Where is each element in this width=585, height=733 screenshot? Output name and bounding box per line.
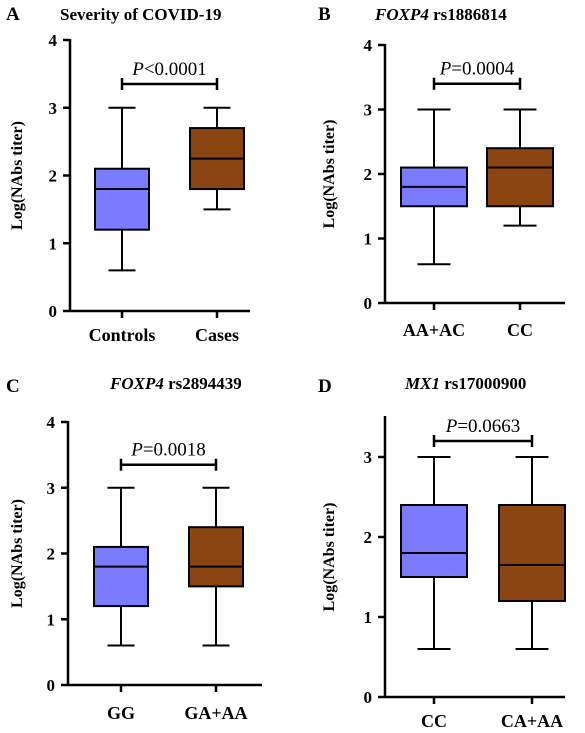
p-symbol: P xyxy=(439,59,452,80)
y-tick-label: 0 xyxy=(47,676,56,695)
y-tick-label: 0 xyxy=(364,688,373,707)
y-axis-title: Log(NAbs titer) xyxy=(321,120,338,229)
x-category-label: Cases xyxy=(195,325,239,345)
box-1 xyxy=(400,504,468,578)
y-tick-label: 1 xyxy=(49,234,58,253)
y-tick-label: 2 xyxy=(49,167,58,186)
y-tick-label: 4 xyxy=(47,413,56,432)
panel-title: FOXP4 rs2894439 xyxy=(109,374,242,393)
y-tick-label: 3 xyxy=(364,448,373,467)
y-tick-label: 1 xyxy=(364,608,373,627)
significance-bracket xyxy=(432,435,534,447)
title-part: FOXP4 xyxy=(109,374,164,393)
box-1 xyxy=(93,545,149,608)
p-value-label: P<0.0001 xyxy=(131,59,207,80)
x-category-label: CC xyxy=(421,711,447,731)
y-axis-title: Log(NAbs titer) xyxy=(321,503,338,612)
panel-c: C FOXP4 rs2894439 Log(NAbs titer) 0 1 2 3 4 GG GA… xyxy=(6,374,262,723)
title-part: FOXP4 xyxy=(374,5,429,24)
box-2 xyxy=(486,147,554,208)
x-category-label: CA+AA xyxy=(501,711,563,731)
panel-letter: D xyxy=(318,376,332,397)
x-category-label: CC xyxy=(507,320,533,340)
x-category-label: AA+AC xyxy=(403,320,465,340)
p-value: =0.0018 xyxy=(143,440,206,461)
y-axis-title: Log(NAbs titer) xyxy=(9,121,26,230)
title-part: Severity of COVID-19 xyxy=(60,5,221,24)
p-symbol: P xyxy=(445,416,458,437)
p-symbol: P xyxy=(131,59,144,80)
panel-b: B FOXP4 rs1886814 Log(NAbs titer) 0 1 2 3 4 AA+A… xyxy=(318,4,565,340)
y-tick-label: 2 xyxy=(364,165,373,184)
y-tick-label: 2 xyxy=(47,545,56,564)
title-part: rs17000900 xyxy=(440,374,526,393)
panel-letter: C xyxy=(6,376,20,397)
y-tick-label: 1 xyxy=(364,230,373,249)
panel-a: A Severity of COVID-19 Log(NAbs titer) 0 1 2 3… xyxy=(6,4,250,345)
y-tick-label: 3 xyxy=(47,479,56,498)
x-category-label: GA+AA xyxy=(184,703,247,723)
box-1 xyxy=(94,167,150,231)
p-value: <0.0001 xyxy=(144,59,207,80)
y-tick-label: 4 xyxy=(49,31,58,50)
title-part: rs2894439 xyxy=(164,374,242,393)
significance-bracket xyxy=(120,78,219,91)
x-category-label: Controls xyxy=(89,325,156,345)
y-tick-label: 3 xyxy=(49,99,58,118)
panel-letter: A xyxy=(6,4,20,25)
y-tick-label: 0 xyxy=(49,302,58,321)
y-tick-label: 2 xyxy=(364,528,373,547)
title-part: rs1886814 xyxy=(429,5,507,24)
title-part: MX1 xyxy=(404,374,440,393)
p-value-label: P=0.0004 xyxy=(439,59,515,80)
y-tick-label: 3 xyxy=(364,101,373,120)
box-2 xyxy=(188,526,244,588)
y-tick-label: 4 xyxy=(364,36,373,55)
x-category-label: GG xyxy=(107,703,135,723)
panel-title: FOXP4 rs1886814 xyxy=(374,5,507,24)
p-value-label: P=0.0663 xyxy=(445,416,521,437)
p-value: =0.0663 xyxy=(457,416,520,437)
p-value: =0.0004 xyxy=(451,59,514,80)
y-tick-label: 1 xyxy=(47,610,56,629)
significance-bracket xyxy=(119,458,218,471)
panel-letter: B xyxy=(318,4,331,25)
y-axis-title: Log(NAbs titer) xyxy=(9,499,26,608)
box-2 xyxy=(498,504,566,602)
p-value-label: P=0.0018 xyxy=(130,440,206,461)
y-tick-label: 0 xyxy=(364,294,373,313)
panel-title: MX1 rs17000900 xyxy=(404,374,526,393)
significance-bracket xyxy=(432,77,522,90)
panel-title: Severity of COVID-19 xyxy=(60,5,221,24)
panel-d: D MX1 rs17000900 Log(NAbs titer) 0 1 2 3 CC CA+A… xyxy=(318,374,566,731)
p-symbol: P xyxy=(130,440,143,461)
